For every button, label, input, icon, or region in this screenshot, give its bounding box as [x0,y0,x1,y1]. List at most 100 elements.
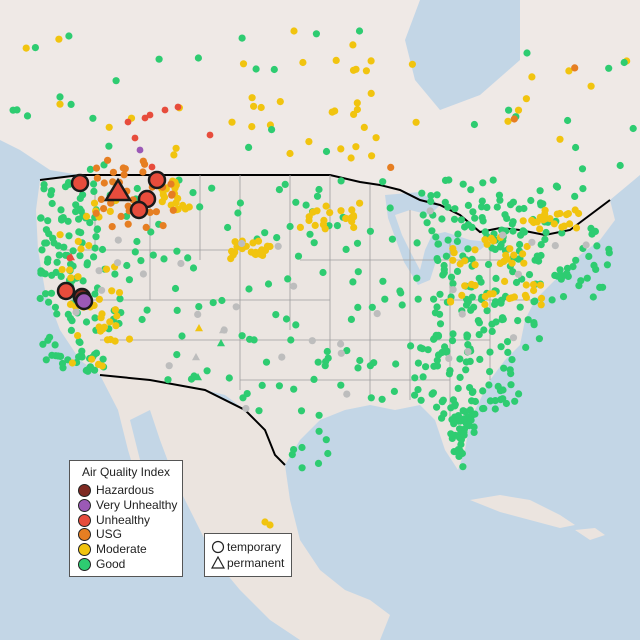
monitor-marker [481,300,489,309]
monitor-marker [470,428,478,436]
monitor-marker [432,233,440,241]
monitor-marker [312,30,320,38]
monitor-marker [297,407,306,415]
monitor-marker [459,407,467,415]
monitor-marker [471,410,479,418]
monitor-marker [78,353,86,361]
monitor-marker [571,64,579,72]
monitor-marker [56,100,64,108]
monitor-marker [257,103,265,112]
monitor-marker [488,244,496,252]
monitor-marker [106,207,114,215]
monitor-marker [444,236,452,244]
monitor-marker [378,395,386,403]
monitor-marker [137,257,145,265]
monitor-marker [100,323,108,331]
monitor-marker [288,451,296,459]
monitor-marker [231,248,239,256]
monitor-marker [373,310,381,318]
monitor-marker [66,266,74,274]
monitor-marker [268,126,276,134]
monitor-marker [250,102,258,110]
monitor-marker [224,223,232,232]
monitor-marker [387,163,395,171]
monitor-marker [245,285,253,293]
monitor-marker [337,340,345,348]
monitor-marker [349,66,358,74]
monitor-marker [523,242,531,251]
monitor-marker [505,106,513,114]
monitor-marker [315,427,323,435]
monitor-marker [177,259,185,268]
monitor-marker [464,201,472,209]
monitor-marker [354,303,362,311]
legend-label-moderate: Moderate [96,542,147,556]
monitor-marker [427,192,435,200]
monitor-marker [478,197,486,205]
monitor-marker [264,280,273,288]
monitor-marker [179,201,187,209]
monitor-marker [530,298,538,306]
monitor-marker [125,276,133,284]
monitor-marker [479,387,487,395]
monitor-marker [550,220,558,228]
monitor-marker [528,73,536,81]
monitor-marker [447,273,456,281]
monitor-marker [436,310,444,318]
monitor-marker [433,303,441,311]
monitor-marker [274,242,282,250]
monitor-marker [243,390,251,398]
monitor-marker [587,82,595,90]
monitor-marker [368,152,376,160]
monitor-marker [76,252,84,260]
monitor-marker [444,203,452,211]
monitor-marker [116,295,124,303]
monitor-marker [236,199,244,207]
monitor-marker [433,356,441,364]
monitor-marker [414,386,422,394]
monitor-marker [53,310,61,318]
monitor-marker [522,281,530,289]
monitor-marker [324,449,332,458]
monitor-marker [553,210,561,218]
monitor-marker [184,254,192,262]
monitor-marker [441,176,450,184]
monitor-marker [54,242,62,250]
monitor-marker [164,376,172,384]
monitor-marker [350,213,358,221]
monitor-marker [522,95,531,103]
monitor-marker [48,271,56,279]
monitor-marker [97,195,105,203]
monitor-marker [67,274,75,282]
monitor-marker [248,123,256,131]
monitor-marker [360,123,368,131]
monitor-marker [238,34,246,42]
monitor-marker [589,293,597,301]
monitor-marker [536,187,544,195]
monitor-marker [491,397,499,405]
monitor-marker [72,308,80,316]
monitor-marker [629,124,637,133]
monitor-marker [422,363,430,371]
monitor-marker [114,236,122,244]
monitor-marker [456,355,464,363]
monitor-marker [67,100,75,108]
monitor-marker [558,229,566,237]
monitor-marker [520,259,528,267]
monitor-marker [79,277,87,285]
monitor-marker [408,60,416,68]
monitor-marker [491,300,499,308]
monitor-marker [111,306,119,314]
monitor-marker [493,203,501,211]
monitor-marker [588,230,596,238]
monitor-marker [509,218,517,226]
monitor-marker [449,330,457,338]
monitor-marker [172,199,180,207]
monitor-marker [262,358,271,366]
monitor-marker [509,227,517,235]
monitor-marker [322,358,330,366]
monitor-marker [515,390,523,398]
triangle-icon [211,556,225,569]
monitor-marker [85,242,93,250]
monitor-marker [171,284,180,293]
